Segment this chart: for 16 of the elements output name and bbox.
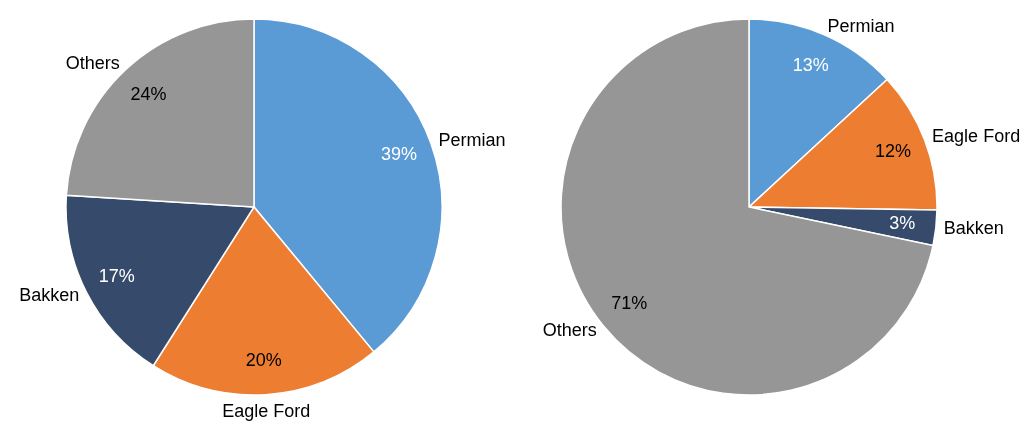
data-label: 24% <box>130 83 167 104</box>
data-label: 20% <box>245 349 282 370</box>
data-label: 12% <box>874 140 912 161</box>
slice-label: Others <box>65 53 120 74</box>
slice-label: Others <box>542 319 597 340</box>
data-label: 39% <box>381 143 418 164</box>
data-label: 3% <box>889 213 916 234</box>
slice-label: Permian <box>438 129 506 150</box>
data-label: 71% <box>611 293 648 314</box>
slice-label: Eagle Ford <box>222 400 311 421</box>
slice-label: Bakken <box>943 217 1004 238</box>
data-label: 17% <box>98 265 135 286</box>
slice-label: Eagle Ford <box>932 126 1021 147</box>
slice-label: Bakken <box>19 284 80 305</box>
slice-label: Permian <box>827 16 895 37</box>
data-label: 13% <box>792 54 829 75</box>
